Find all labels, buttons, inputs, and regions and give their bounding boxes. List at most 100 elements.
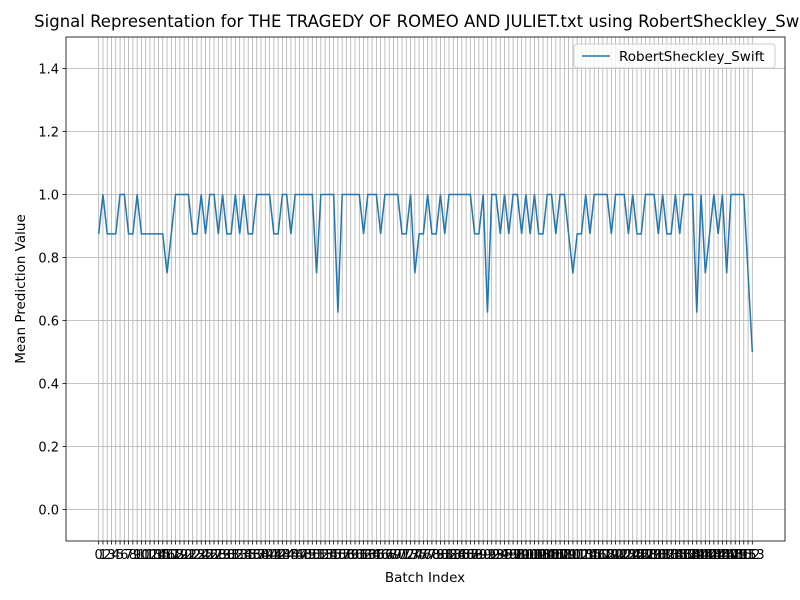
x-tick-label: 10: [133, 548, 150, 563]
x-tick-label: 75: [411, 548, 428, 563]
x-tick-label: 86: [458, 548, 475, 563]
x-tick-label: 139: [680, 548, 705, 563]
x-tick-label: 135: [663, 548, 688, 563]
x-tick-label: 70: [389, 548, 406, 563]
x-tick-label: 15: [154, 548, 171, 563]
x-tick-label: 109: [552, 548, 577, 563]
x-tick-label: 25: [197, 548, 214, 563]
x-tick-label: 107: [543, 548, 568, 563]
x-tick-label: 1: [99, 548, 107, 563]
x-tick-label: 125: [620, 548, 645, 563]
x-tick-label: 149: [723, 548, 748, 563]
x-tick-label: 21: [180, 548, 197, 563]
x-tick-label: 110: [556, 548, 581, 563]
x-tick-label: 5: [116, 548, 124, 563]
x-tick-label: 33: [231, 548, 248, 563]
x-tick-label: 94: [492, 548, 509, 563]
x-tick-label: 77: [419, 548, 436, 563]
y-tick-label: 0.6: [38, 315, 59, 330]
x-axis-label: Batch Index: [385, 570, 465, 586]
x-tick-label: 147: [714, 548, 739, 563]
x-tick-label: 108: [548, 548, 573, 563]
x-tick-label: 151: [731, 548, 756, 563]
x-tick-label: 20: [176, 548, 193, 563]
x-tick-label: 44: [278, 548, 295, 563]
x-tick-label: 134: [659, 548, 684, 563]
x-tick-label: 87: [462, 548, 479, 563]
x-tick-label: 78: [424, 548, 441, 563]
x-tick-label: 88: [466, 548, 483, 563]
x-tick-label: 63: [360, 548, 377, 563]
x-tick-label: 4: [112, 548, 120, 563]
x-tick-label: 50: [304, 548, 321, 563]
x-tick-label: 138: [676, 548, 701, 563]
x-tick-label: 60: [347, 548, 364, 563]
x-tick-label: 31: [223, 548, 240, 563]
x-tick-label: 105: [535, 548, 560, 563]
x-tick-label: 65: [368, 548, 385, 563]
x-tick-label: 3: [107, 548, 115, 563]
x-tick-label: 48: [295, 548, 312, 563]
x-tick-label: 99: [513, 548, 530, 563]
x-tick-label: 131: [646, 548, 671, 563]
x-tick-label: 146: [710, 548, 735, 563]
x-tick-label: 7: [124, 548, 132, 563]
x-tick-label: 66: [372, 548, 389, 563]
x-tick-label: 28: [210, 548, 227, 563]
x-tick-label: 121: [603, 548, 628, 563]
x-tick-label: 32: [227, 548, 244, 563]
x-tick-label: 14: [150, 548, 167, 563]
x-tick-label: 104: [531, 548, 556, 563]
plot-frame: [65, 36, 786, 542]
x-tick-label: 9: [133, 548, 141, 563]
chart-title: Signal Representation for THE TRAGEDY OF…: [34, 12, 800, 32]
y-tick-label: 1.4: [38, 63, 59, 78]
y-tick-label: 1.0: [38, 189, 59, 204]
x-tick-label: 23: [189, 548, 206, 563]
x-tick-label: 129: [637, 548, 662, 563]
x-tick-label: 111: [560, 548, 585, 563]
x-tick-label: 69: [385, 548, 402, 563]
x-tick-label: 97: [505, 548, 522, 563]
x-tick-label: 115: [578, 548, 603, 563]
x-tick-label: 120: [599, 548, 624, 563]
x-tick-label: 137: [672, 548, 697, 563]
x-tick-label: 83: [445, 548, 462, 563]
x-tick-label: 11: [137, 548, 154, 563]
x-tick-label: 136: [667, 548, 692, 563]
x-tick-label: 30: [219, 548, 236, 563]
x-tick-label: 84: [449, 548, 466, 563]
x-tick-label: 27: [206, 548, 223, 563]
x-tick-label: 12: [142, 548, 159, 563]
x-tick-label: 148: [719, 548, 744, 563]
x-tick-label: 59: [342, 548, 359, 563]
x-tick-label: 106: [539, 548, 564, 563]
x-tick-label: 95: [496, 548, 513, 563]
x-tick-label: 114: [573, 548, 598, 563]
x-tick-label: 55: [325, 548, 342, 563]
x-tick-label: 68: [381, 548, 398, 563]
y-tick-label: 1.2: [38, 126, 59, 141]
x-tick-label: 153: [740, 548, 765, 563]
x-tick-label: 123: [612, 548, 637, 563]
x-tick-label: 29: [214, 548, 231, 563]
x-tick-label: 103: [526, 548, 551, 563]
x-tick-label: 130: [642, 548, 667, 563]
x-tick-label: 57: [334, 548, 351, 563]
x-tick-label: 118: [590, 548, 615, 563]
x-tick-label: 0: [95, 548, 103, 563]
x-tick-label: 101: [518, 548, 543, 563]
x-tick-label: 26: [201, 548, 218, 563]
x-tick-label: 6: [120, 548, 128, 563]
x-tick-label: 145: [706, 548, 731, 563]
x-tick-label: 116: [582, 548, 607, 563]
x-tick-label: 79: [428, 548, 445, 563]
x-tick-label: 92: [483, 548, 500, 563]
x-tick-label: 8: [129, 548, 137, 563]
x-tick-label: 22: [184, 548, 201, 563]
x-tick-label: 41: [266, 548, 283, 563]
x-tick-label: 36: [244, 548, 261, 563]
x-tick-label: 51: [308, 548, 325, 563]
x-tick-label: 89: [471, 548, 488, 563]
